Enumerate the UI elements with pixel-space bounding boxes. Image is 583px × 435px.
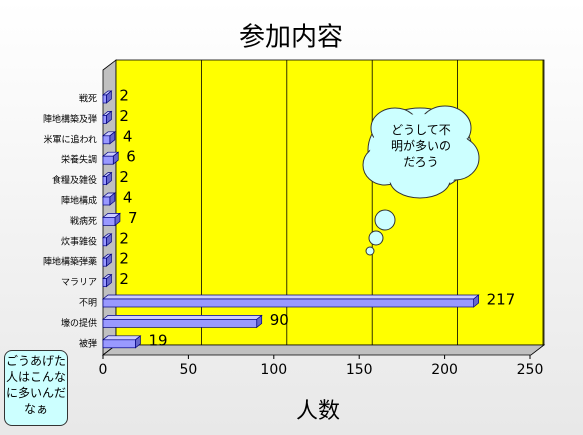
cloud-annotation: どうして不明が多いのだろう: [390, 123, 451, 169]
x-tick-label: 250: [517, 362, 544, 378]
y-tick-label: 栄養失調: [61, 154, 97, 166]
value-label: 2: [119, 250, 129, 268]
value-label: 2: [119, 87, 129, 105]
value-label: 2: [119, 107, 129, 125]
bar-front: [102, 319, 258, 328]
y-tick-label: 被弾: [79, 337, 97, 349]
cloud-bubble: [368, 230, 384, 246]
bar-front: [102, 298, 474, 308]
chart-title: 参加内容: [239, 23, 343, 53]
bar-top: [102, 335, 142, 341]
value-label: 217: [487, 291, 516, 309]
x-tick-label: 0: [99, 362, 108, 378]
y-tick-label: 戦死: [79, 93, 97, 105]
bar-front: [102, 176, 107, 185]
bar-front: [102, 257, 107, 267]
y-tick-label: 壕の提供: [61, 317, 97, 329]
value-label: 4: [123, 189, 133, 207]
bar: [102, 151, 120, 165]
bar: [102, 253, 113, 267]
bar-front: [102, 115, 107, 124]
value-label: 6: [126, 148, 136, 166]
y-tick-label: 不明: [79, 298, 97, 309]
bar-front: [102, 135, 111, 145]
x-tick-label: 150: [346, 362, 373, 378]
bar: [102, 90, 113, 104]
box-annotation: ごうあげた人はこんなに多いんだなぁ: [4, 350, 68, 426]
bar-top: [102, 315, 263, 320]
bar: [102, 192, 116, 206]
side-wall: [102, 59, 117, 356]
bar: [102, 273, 113, 288]
value-label: 2: [119, 229, 129, 247]
bar-front: [102, 217, 116, 226]
bar: [102, 171, 113, 186]
bar: [102, 212, 121, 227]
value-label: 2: [119, 270, 129, 288]
cloud-bubble: [365, 246, 375, 256]
bar: [102, 233, 113, 247]
x-axis-label: 人数: [296, 399, 340, 424]
y-tick-label: 炊事雑役: [61, 235, 97, 247]
value-label: 90: [270, 311, 289, 329]
x-tick-label: 200: [431, 362, 458, 378]
cloud-bubble: [374, 209, 396, 231]
value-label: 19: [148, 331, 167, 349]
value-label: 4: [123, 127, 133, 145]
x-tick-label: 100: [260, 362, 287, 378]
bar-top: [102, 294, 480, 300]
value-label: 2: [119, 168, 129, 186]
x-tick-label: 50: [179, 362, 197, 378]
bar-front: [102, 237, 107, 247]
value-label: 7: [128, 209, 138, 227]
cloud: [362, 105, 480, 199]
bar-front: [102, 196, 111, 206]
y-tick-label: 陣地構築弾薬: [43, 256, 97, 268]
floor: [101, 344, 546, 356]
bar-front: [102, 278, 107, 287]
y-tick-label: 陣地構築及弾: [43, 113, 97, 125]
bar-front: [102, 94, 107, 104]
y-tick-label: 食糧及雑役: [52, 174, 97, 186]
bar: [102, 131, 116, 145]
cloud-core: [370, 114, 470, 190]
bar-front: [102, 339, 136, 349]
y-tick-label: 戦病死: [70, 215, 97, 227]
bar: [102, 335, 142, 349]
y-tick-label: 米軍に追われ: [43, 133, 97, 145]
bar-front: [102, 155, 114, 165]
bar: [102, 110, 113, 125]
bar: [102, 294, 480, 308]
y-tick-label: マラリア: [61, 277, 97, 288]
y-tick-label: 陣地構成: [61, 195, 97, 207]
bar: [102, 314, 263, 329]
